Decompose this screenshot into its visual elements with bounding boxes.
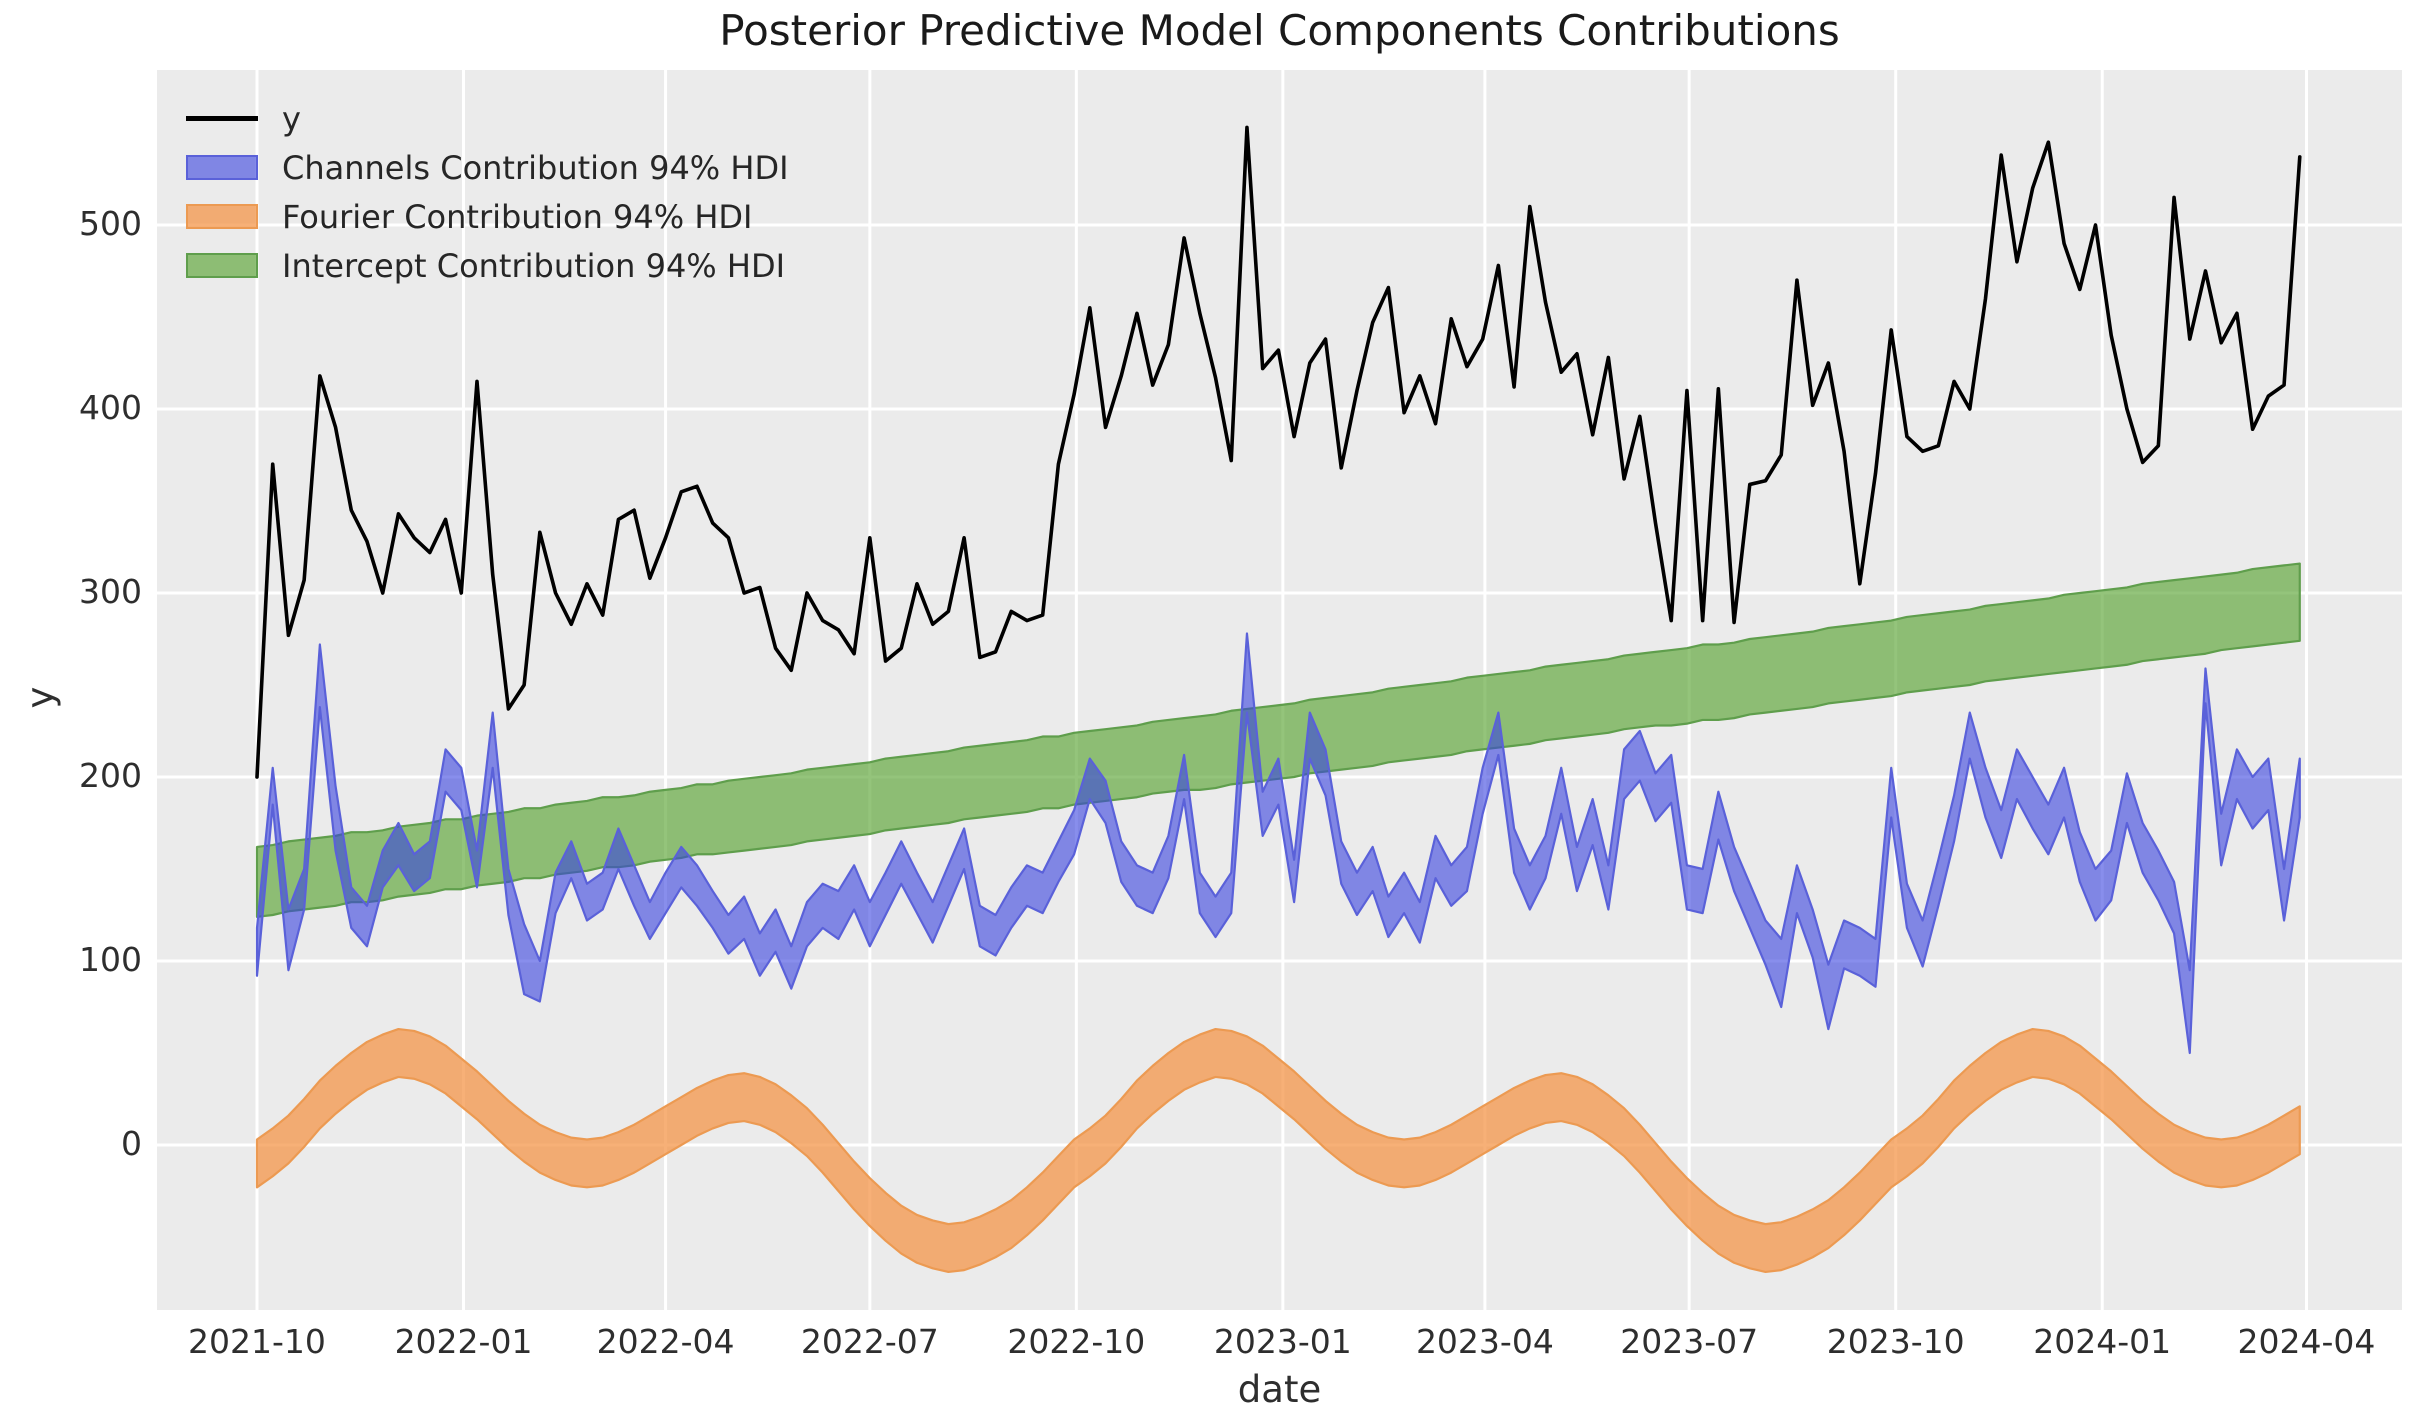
y-tick-label: 0 [121,1124,142,1163]
legend-label: Channels Contribution 94% HDI [282,148,789,187]
x-tick-label: 2024-04 [2237,1322,2376,1361]
legend-label: Fourier Contribution 94% HDI [282,197,753,236]
x-tick-label: 2021-10 [188,1322,326,1361]
legend-label: Intercept Contribution 94% HDI [282,246,786,285]
x-tick-label: 2023-07 [1620,1322,1759,1361]
y-axis-label: y [18,686,62,709]
legend-item-y: y [186,94,789,143]
y-tick-label: 100 [79,940,142,979]
band-swatch-icon [186,155,258,180]
x-tick-label: 2022-10 [1007,1322,1146,1361]
band-swatch-icon [186,253,258,278]
legend: y Channels Contribution 94% HDI Fourier … [186,94,789,290]
x-tick-label: 2022-04 [596,1322,735,1361]
x-tick-label: 2022-07 [800,1322,939,1361]
legend-item-channels: Channels Contribution 94% HDI [186,143,789,192]
legend-item-intercept: Intercept Contribution 94% HDI [186,241,789,290]
x-tick-label: 2023-04 [1415,1322,1554,1361]
x-tick-label: 2023-01 [1213,1322,1352,1361]
line-swatch-icon [186,116,258,121]
x-tick-label: 2022-01 [394,1322,533,1361]
band-swatch-icon [186,204,258,229]
legend-label: y [282,99,301,138]
y-tick-label: 500 [79,204,142,243]
y-tick-label: 300 [79,572,142,611]
x-tick-label: 2023-10 [1826,1322,1965,1361]
x-tick-label: 2024-01 [2033,1322,2172,1361]
y-tick-label: 400 [79,388,142,427]
legend-item-fourier: Fourier Contribution 94% HDI [186,192,789,241]
chart-title: Posterior Predictive Model Components Co… [719,6,1840,55]
x-axis-label: date [1237,1368,1322,1411]
y-tick-label: 200 [79,756,142,795]
